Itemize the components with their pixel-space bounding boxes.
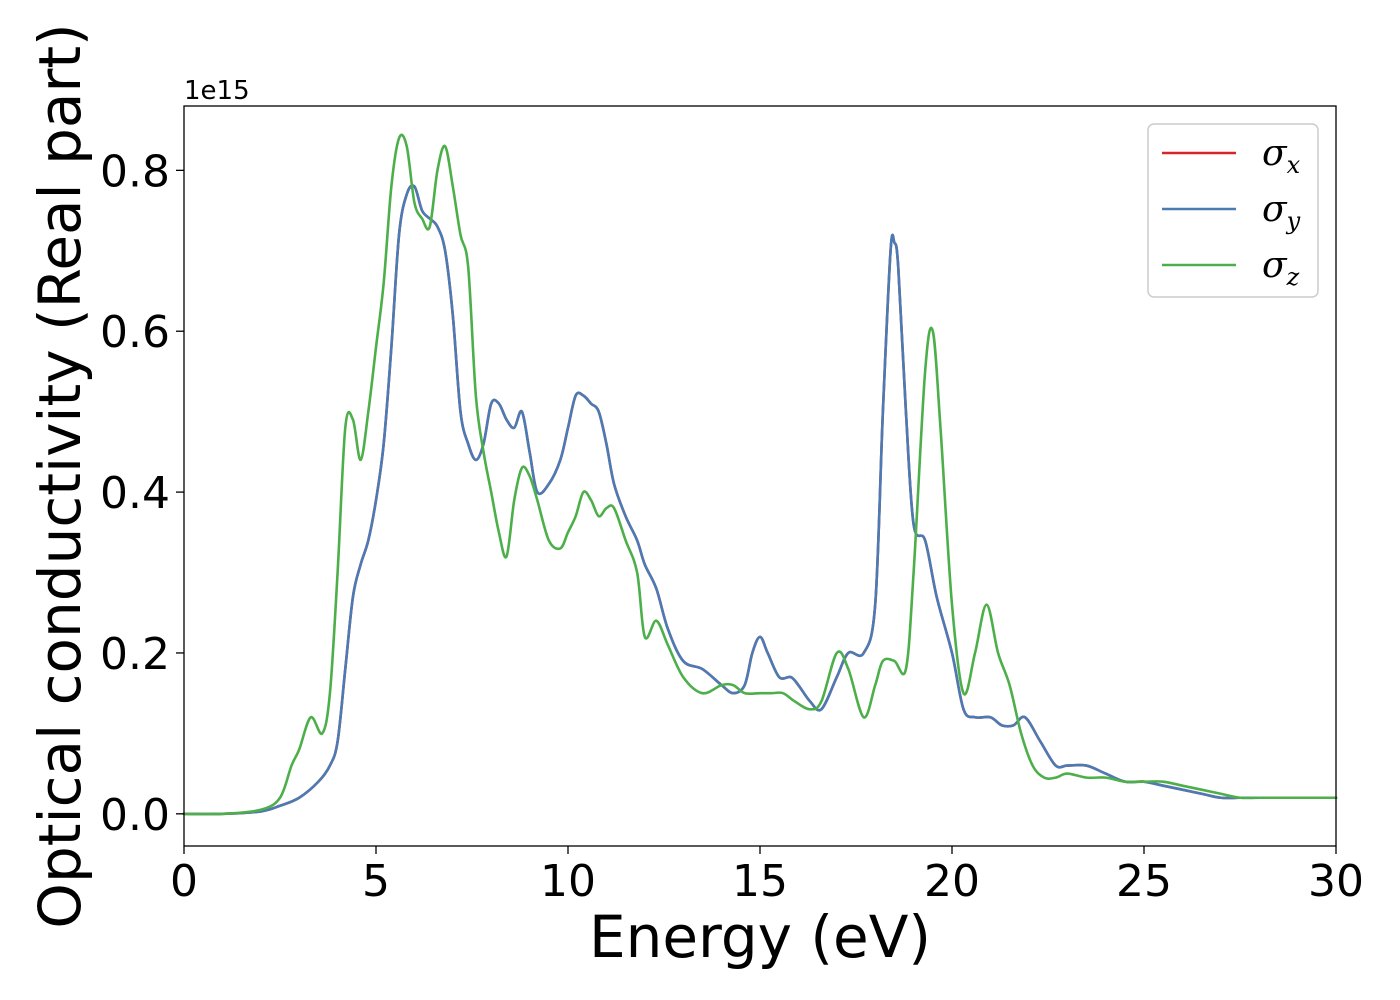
x-tick-label: 0 — [170, 856, 198, 907]
y-tick-label: 0.8 — [100, 146, 170, 197]
series-line-z — [182, 133, 1338, 816]
y-tick-label: 0.2 — [100, 629, 170, 680]
y-axis-ticks: 0.0 0.2 0.4 0.6 0.8 — [100, 146, 184, 841]
y-tick-label: 0.4 — [100, 468, 170, 519]
y-tick-label: 0.6 — [100, 307, 170, 358]
legend-box — [1147, 123, 1319, 298]
x-tick-label: 5 — [362, 856, 390, 907]
series-layer — [182, 133, 1338, 816]
x-axis-title: Energy (eV) — [589, 903, 931, 971]
x-axis-ticks: 0 5 10 15 20 25 30 — [170, 846, 1364, 907]
x-tick-label: 30 — [1308, 856, 1364, 907]
legend-label-z: σz — [1262, 245, 1300, 291]
plot-area-background — [184, 106, 1336, 846]
series-line-y — [182, 184, 1338, 816]
x-tick-label: 10 — [540, 856, 596, 907]
y-tick-label: 0.0 — [100, 790, 170, 841]
x-tick-label: 20 — [924, 856, 980, 907]
y-offset-label: 1e15 — [184, 76, 250, 106]
x-tick-label: 15 — [732, 856, 788, 907]
y-axis-title: Optical conductivity (Real part) — [26, 23, 94, 928]
x-tick-label: 25 — [1116, 856, 1172, 907]
